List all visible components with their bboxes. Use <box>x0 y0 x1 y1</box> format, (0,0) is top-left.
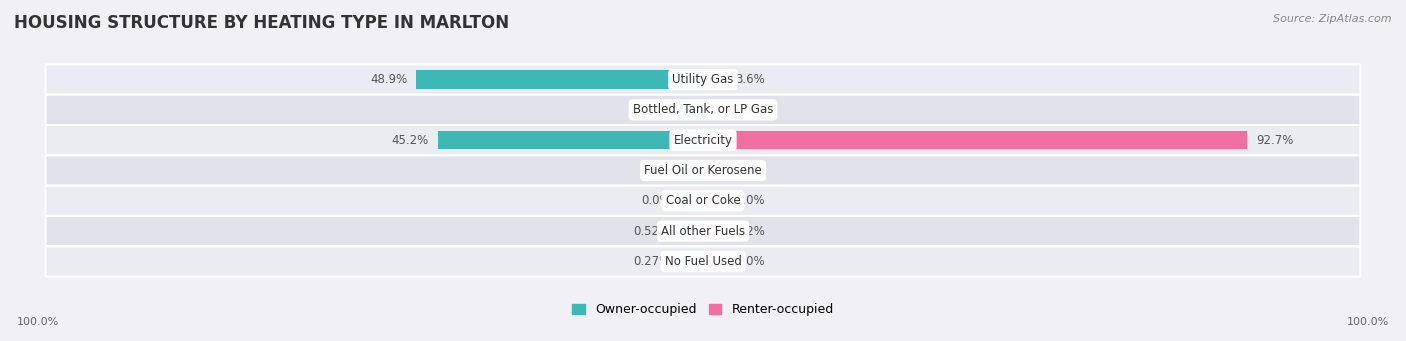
Text: 2.6%: 2.6% <box>735 164 765 177</box>
Text: Fuel Oil or Kerosene: Fuel Oil or Kerosene <box>644 164 762 177</box>
Bar <box>679 192 703 210</box>
Bar <box>703 192 727 210</box>
Bar <box>679 252 703 270</box>
Bar <box>703 101 727 119</box>
Bar <box>416 71 703 89</box>
Bar <box>703 71 727 89</box>
Text: 92.7%: 92.7% <box>1256 134 1294 147</box>
Text: Coal or Coke: Coal or Coke <box>665 194 741 207</box>
Text: 100.0%: 100.0% <box>17 317 59 327</box>
Text: 45.2%: 45.2% <box>392 134 429 147</box>
FancyBboxPatch shape <box>45 216 1361 246</box>
Text: 3.7%: 3.7% <box>641 103 671 116</box>
Text: Source: ZipAtlas.com: Source: ZipAtlas.com <box>1274 14 1392 24</box>
Bar <box>703 252 727 270</box>
Text: 0.0%: 0.0% <box>735 103 765 116</box>
FancyBboxPatch shape <box>45 95 1361 125</box>
Text: 0.0%: 0.0% <box>735 194 765 207</box>
Bar <box>679 101 703 119</box>
FancyBboxPatch shape <box>45 155 1361 186</box>
Text: 3.6%: 3.6% <box>735 73 765 86</box>
Text: 100.0%: 100.0% <box>1347 317 1389 327</box>
Text: 0.0%: 0.0% <box>641 194 671 207</box>
Bar <box>703 131 1247 149</box>
Bar <box>703 161 727 180</box>
Text: 0.0%: 0.0% <box>735 255 765 268</box>
Text: 1.4%: 1.4% <box>641 164 671 177</box>
Text: 0.27%: 0.27% <box>634 255 671 268</box>
FancyBboxPatch shape <box>45 186 1361 216</box>
Bar <box>703 222 727 240</box>
FancyBboxPatch shape <box>45 64 1361 95</box>
FancyBboxPatch shape <box>45 246 1361 277</box>
Bar <box>679 161 703 180</box>
Bar <box>679 222 703 240</box>
Text: 1.2%: 1.2% <box>735 225 765 238</box>
Text: Electricity: Electricity <box>673 134 733 147</box>
Text: All other Fuels: All other Fuels <box>661 225 745 238</box>
Text: No Fuel Used: No Fuel Used <box>665 255 741 268</box>
Text: HOUSING STRUCTURE BY HEATING TYPE IN MARLTON: HOUSING STRUCTURE BY HEATING TYPE IN MAR… <box>14 14 509 32</box>
Text: Bottled, Tank, or LP Gas: Bottled, Tank, or LP Gas <box>633 103 773 116</box>
Bar <box>437 131 703 149</box>
Legend: Owner-occupied, Renter-occupied: Owner-occupied, Renter-occupied <box>568 298 838 321</box>
Text: 48.9%: 48.9% <box>370 73 408 86</box>
FancyBboxPatch shape <box>45 125 1361 155</box>
Text: 0.52%: 0.52% <box>634 225 671 238</box>
Text: Utility Gas: Utility Gas <box>672 73 734 86</box>
